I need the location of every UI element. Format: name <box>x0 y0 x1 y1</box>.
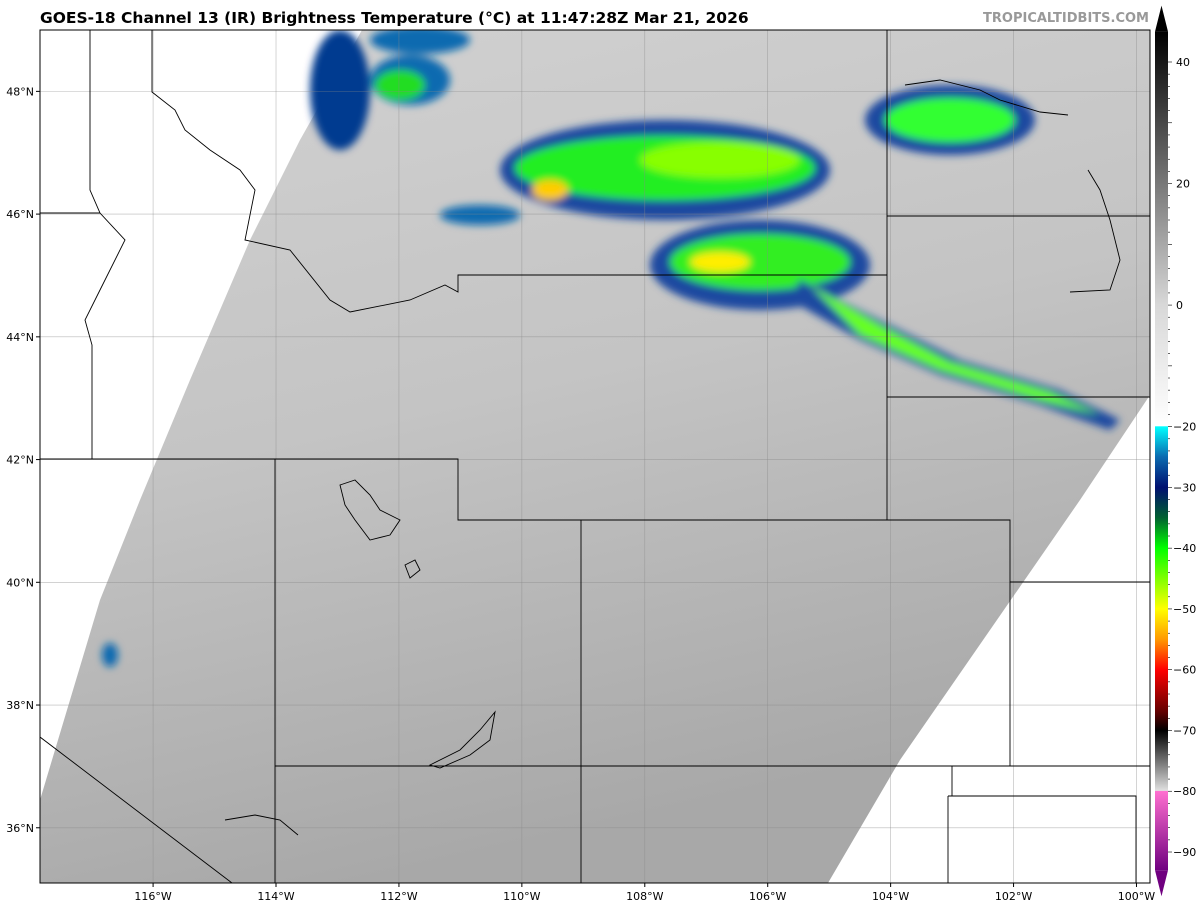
colorbar-tick-label: 40 <box>1176 56 1190 69</box>
lat-tick-label: 44°N <box>6 331 34 344</box>
lon-tick-label: 102°W <box>995 890 1032 903</box>
colorbar-tick-label: −90 <box>1173 846 1196 859</box>
colorbar-tick-label: −50 <box>1173 603 1196 616</box>
colorbar-tick-label: −80 <box>1173 785 1196 798</box>
lon-tick-label: 116°W <box>134 890 171 903</box>
lat-tick-label: 40°N <box>6 576 34 589</box>
lon-tick-label: 114°W <box>257 890 294 903</box>
lat-tick-label: 46°N <box>6 208 34 221</box>
colorbar-scale <box>1155 31 1168 871</box>
longitude-axis: 116°W 114°W 112°W 110°W 108°W 106°W 104°W 102°W… <box>134 883 1155 903</box>
colorbar-tick-label: −30 <box>1173 481 1196 494</box>
lakes <box>224 79 1121 836</box>
state-borders <box>40 30 1150 883</box>
latitude-axis: 48°N 46°N 44°N 42°N 40°N 38°N 36°N <box>6 85 40 835</box>
gridlines <box>40 30 1150 883</box>
lat-tick-label: 36°N <box>6 822 34 835</box>
lon-tick-label: 108°W <box>626 890 663 903</box>
lon-tick-label: 106°W <box>749 890 786 903</box>
cloud-tops <box>102 30 1120 667</box>
map-title: GOES-18 Channel 13 (IR) Brightness Tempe… <box>40 9 749 27</box>
watermark: TROPICALTIDBITS.COM <box>983 11 1149 26</box>
colorbar-tick-label: −20 <box>1173 421 1196 434</box>
lat-tick-label: 48°N <box>6 85 34 98</box>
map-frame <box>39 29 1151 884</box>
satellite-swath <box>40 30 1150 883</box>
colorbar-tick-label: 20 <box>1176 178 1190 191</box>
lat-tick-label: 38°N <box>6 699 34 712</box>
colorbar-min-arrow <box>1155 870 1168 897</box>
lat-tick-label: 42°N <box>6 454 34 467</box>
colorbar-max-arrow <box>1155 5 1168 32</box>
colorbar-tick-label: −40 <box>1173 542 1196 555</box>
lon-tick-label: 104°W <box>872 890 909 903</box>
colorbar: 40 20 0 −20 −30 −40 −50 −60 −70 −80 −90 <box>1155 5 1196 897</box>
lon-tick-label: 100°W <box>1118 890 1155 903</box>
colorbar-tick-label: −70 <box>1173 724 1196 737</box>
colorbar-tick-label: −60 <box>1173 664 1196 677</box>
lon-tick-label: 112°W <box>380 890 417 903</box>
lon-tick-label: 110°W <box>503 890 540 903</box>
colorbar-tick-label: 0 <box>1176 299 1183 312</box>
